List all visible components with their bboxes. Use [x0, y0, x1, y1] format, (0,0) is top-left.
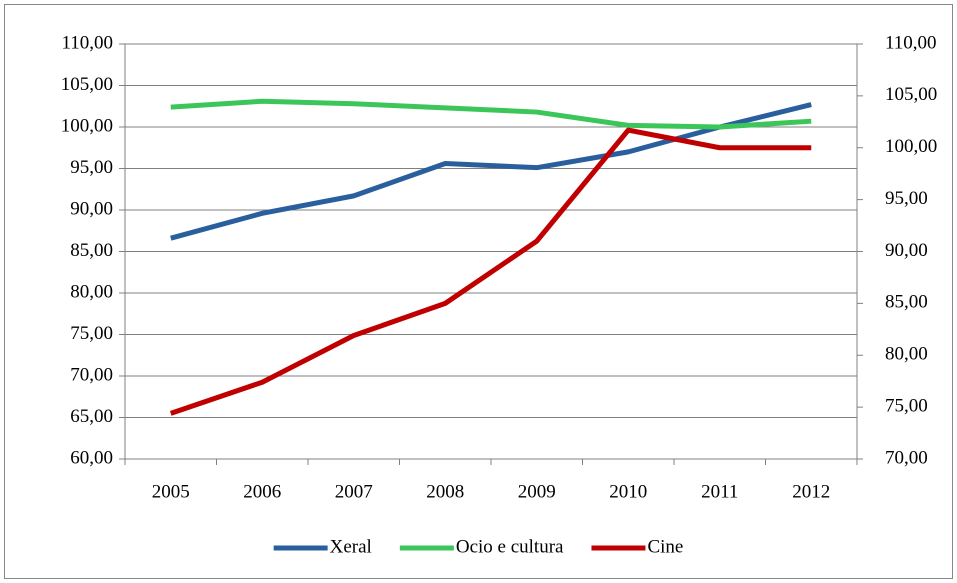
y2-tick-label: 100,00	[885, 136, 937, 157]
y2-tick-label: 70,00	[885, 447, 928, 468]
y2-tick-label: 110,00	[885, 32, 937, 53]
x-tick-label: 2010	[609, 481, 647, 502]
y-tick-label: 60,00	[70, 447, 113, 468]
y-tick-label: 65,00	[70, 406, 113, 427]
x-tick-label: 2011	[701, 481, 738, 502]
y-tick-label: 105,00	[61, 74, 113, 95]
y-tick-label: 85,00	[70, 240, 113, 261]
y2-tick-label: 105,00	[885, 84, 937, 105]
y2-tick-label: 85,00	[885, 292, 928, 313]
x-tick-label: 2007	[335, 481, 373, 502]
y2-tick-label: 90,00	[885, 240, 928, 261]
y2-tick-label: 95,00	[885, 188, 928, 209]
y2-tick-label: 75,00	[885, 395, 928, 416]
x-tick-label: 2006	[243, 481, 281, 502]
y-tick-label: 80,00	[70, 281, 113, 302]
series-line	[170, 98, 812, 130]
chart-frame	[4, 4, 953, 579]
y2-tick-label: 80,00	[885, 344, 928, 365]
y-tick-label: 95,00	[70, 157, 113, 178]
series-line	[170, 102, 812, 241]
y-tick-label: 70,00	[70, 364, 113, 385]
x-tick-label: 2008	[426, 481, 464, 502]
x-tick-label: 2005	[152, 481, 190, 502]
legend-label: Xeral	[330, 536, 372, 557]
y-tick-label: 90,00	[70, 198, 113, 219]
y-tick-label: 110,00	[61, 32, 113, 53]
series-line	[169, 127, 812, 416]
x-tick-label: 2012	[792, 481, 830, 502]
legend-label: Ocio e cultura	[456, 536, 564, 557]
x-tick-label: 2009	[518, 481, 556, 502]
legend-label: Cine	[647, 536, 683, 557]
y-tick-label: 100,00	[61, 115, 113, 136]
y-tick-label: 75,00	[70, 323, 113, 344]
